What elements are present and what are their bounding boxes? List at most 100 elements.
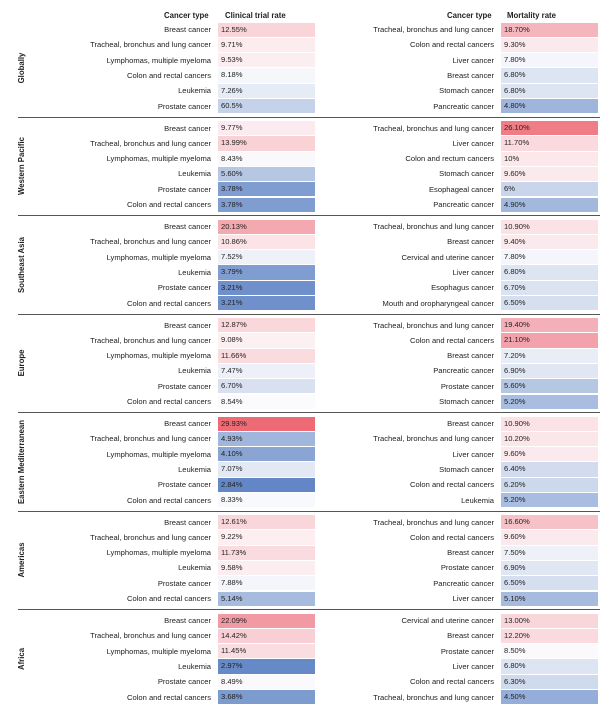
cancer-type: Breast cancer — [447, 237, 494, 247]
rate-cell: 7.80% — [501, 250, 598, 265]
cancer-type: Leukemia — [178, 267, 211, 277]
separator — [18, 215, 600, 216]
cancer-type: Stomach cancer — [439, 169, 494, 179]
cancer-type: Prostate cancer — [440, 381, 494, 391]
cancer-type: Cervical and uterine cancer — [401, 616, 494, 625]
rate-cell: 9.77% — [218, 121, 315, 136]
rate-cell: 8.50% — [501, 644, 598, 659]
header: Cancer type — [447, 11, 492, 20]
cancer-type: Esophagus cancer — [431, 283, 494, 293]
cancer-type: Liver cancer — [452, 661, 494, 671]
cancer-type: Colon and rectal cancers — [410, 480, 494, 490]
cancer-type: Breast cancer — [447, 631, 494, 641]
header: Cancer type — [164, 11, 209, 20]
cancer-type: Tracheal, bronchus and lung cancer — [373, 434, 494, 444]
cancer-type: Cervical and uterine cancer — [401, 252, 494, 262]
separator — [18, 116, 600, 118]
rate-cell: 7.88% — [218, 576, 315, 591]
cancer-type: Tracheal, bronchus and lung cancer — [90, 631, 211, 641]
rate-cell: 8.54% — [218, 394, 315, 409]
cancer-type: Tracheal, bronchus and lung cancer — [90, 237, 211, 247]
cancer-type: Colon and rectal cancers — [410, 532, 494, 542]
cancer-type: Tracheal, bronchus and lung cancer — [373, 320, 494, 330]
rate-cell: 18.70% — [501, 22, 598, 37]
rate-cell: 6.50% — [501, 296, 598, 311]
cancer-type: Tracheal, bronchus and lung cancer — [90, 138, 211, 148]
rate-cell: 8.49% — [218, 674, 315, 689]
rate-cell: 5.20% — [501, 394, 598, 409]
cancer-type: Colon and rectal cancers — [127, 594, 211, 603]
cancer-type: Breast cancer — [164, 517, 211, 527]
cancer-type: Pancreatic cancer — [433, 101, 494, 111]
cancer-type: Breast cancer — [164, 222, 211, 231]
cancer-type: Lymphomas, multiple myeloma — [106, 548, 211, 558]
cancer-type: Colon and rectal cancers — [410, 677, 494, 687]
rate-cell: 5.60% — [501, 379, 598, 394]
cancer-type: Breast cancer — [447, 70, 494, 80]
cancer-type: Leukemia — [461, 495, 494, 505]
rate-cell: 6.20% — [501, 477, 598, 492]
rate-cell: 12.55% — [218, 22, 315, 37]
rate-cell: 12.87% — [218, 318, 315, 333]
rate-cell: 22.09% — [218, 613, 315, 628]
cancer-type: Breast cancer — [164, 419, 211, 428]
cancer-type: Prostate cancer — [157, 480, 211, 490]
rate-cell: 21.10% — [501, 333, 598, 348]
cancer-type: Esophageal cancer — [428, 184, 494, 194]
cancer-type: Breast cancer — [164, 616, 211, 625]
cancer-type: Lymphomas, multiple myeloma — [106, 351, 211, 361]
cancer-type: Liver cancer — [452, 55, 494, 65]
cancer-type: Tracheal, bronchus and lung cancer — [90, 434, 211, 444]
header: Mortality rate — [507, 11, 556, 20]
rate-cell: 2.84% — [218, 477, 315, 492]
rate-cell: 9.60% — [501, 166, 598, 182]
cancer-type: Breast cancer — [447, 419, 494, 428]
cancer-type: Lymphomas, multiple myeloma — [106, 154, 211, 164]
rate-cell: 12.61% — [218, 515, 315, 530]
rate-cell: 6.50% — [501, 576, 598, 591]
rate-cell: 13.99% — [218, 136, 315, 151]
cancer-type: Prostate cancer — [157, 184, 211, 194]
cancer-type: Colon and rectum cancers — [405, 154, 494, 164]
rate-cell: 2.97% — [218, 659, 315, 674]
rate-cell: 10.90% — [501, 219, 598, 234]
cancer-type: Leukemia — [178, 86, 211, 96]
rate-cell: 7.80% — [501, 53, 598, 68]
cancer-type: Prostate cancer — [157, 381, 211, 391]
rate-cell: 26.10% — [501, 121, 598, 136]
separator — [18, 412, 600, 413]
rate-cell: 5.20% — [501, 493, 598, 508]
cancer-type: Breast cancer — [447, 548, 494, 558]
cancer-type: Leukemia — [178, 563, 211, 573]
rate-cell: 5.60% — [218, 166, 315, 182]
rate-cell: 9.53% — [218, 53, 315, 68]
cancer-type: Pancreatic cancer — [433, 366, 494, 376]
rate-cell: 9.30% — [501, 37, 598, 53]
rate-cell: 3.21% — [218, 296, 315, 311]
cancer-type: Stomach cancer — [439, 397, 494, 406]
header: Clinical trial rate — [225, 11, 286, 20]
cancer-type: Liver cancer — [452, 594, 494, 603]
rate-cell: 19.40% — [501, 318, 598, 333]
rate-cell: 4.10% — [218, 447, 315, 462]
cancer-type: Prostate cancer — [157, 677, 211, 687]
rate-cell: 5.14% — [218, 591, 315, 606]
rate-cell: 3.21% — [218, 280, 315, 295]
rate-cell: 29.93% — [218, 416, 315, 431]
rate-cell: 8.33% — [218, 493, 315, 508]
cancer-type: Colon and rectal cancers — [410, 40, 494, 50]
cancer-type: Lymphomas, multiple myeloma — [106, 646, 211, 656]
rate-cell: 6.80% — [501, 265, 598, 280]
rate-cell: 6.80% — [501, 83, 598, 98]
cancer-type: Breast cancer — [164, 320, 211, 330]
rate-cell: 10% — [501, 151, 598, 166]
rate-cell: 3.78% — [218, 182, 315, 197]
rate-cell: 9.40% — [501, 234, 598, 250]
cancer-type: Breast cancer — [164, 25, 211, 34]
rate-cell: 11.66% — [218, 348, 315, 363]
rate-cell: 9.60% — [501, 530, 598, 545]
rate-cell: 11.45% — [218, 644, 315, 659]
rate-cell: 6.90% — [501, 363, 598, 379]
rate-cell: 11.70% — [501, 136, 598, 151]
cancer-type: Breast cancer — [447, 351, 494, 361]
